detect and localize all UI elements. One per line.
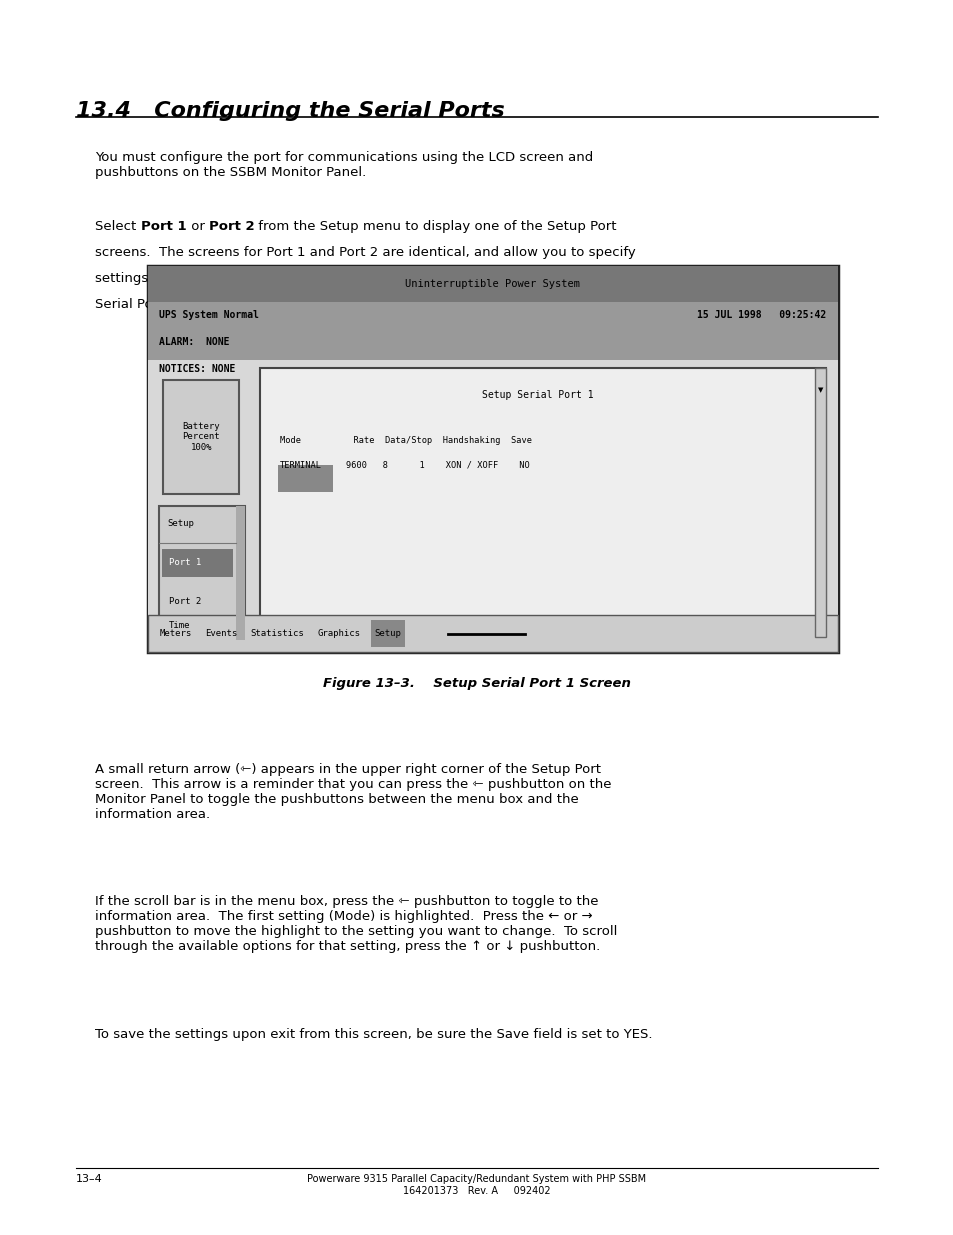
Text: Select: Select <box>95 220 141 233</box>
Text: Setup Serial Port 1: Setup Serial Port 1 <box>481 390 593 400</box>
Text: 13–4: 13–4 <box>76 1174 103 1184</box>
FancyBboxPatch shape <box>162 550 233 577</box>
Text: Figure 13–3.    Setup Serial Port 1 Screen: Figure 13–3. Setup Serial Port 1 Screen <box>323 677 630 690</box>
Text: Serial Port 1 screen.: Serial Port 1 screen. <box>95 298 229 311</box>
FancyBboxPatch shape <box>371 620 404 647</box>
Text: Battery
Percent
100%: Battery Percent 100% <box>182 422 220 452</box>
Text: Powerware 9315 Parallel Capacity/Redundant System with PHP SSBM
164201373   Rev.: Powerware 9315 Parallel Capacity/Redunda… <box>307 1174 646 1195</box>
Text: Statistics: Statistics <box>251 629 304 638</box>
Text: You must configure the port for communications using the LCD screen and
pushbutt: You must configure the port for communic… <box>95 151 593 179</box>
Text: Setup: Setup <box>167 519 193 527</box>
FancyBboxPatch shape <box>148 266 837 303</box>
Text: ▼: ▼ <box>817 387 822 393</box>
Text: 15 JUL 1998   09:25:42: 15 JUL 1998 09:25:42 <box>697 310 825 320</box>
Text: Port 1: Port 1 <box>169 558 201 567</box>
Text: Port 1: Port 1 <box>141 220 187 233</box>
Text: Uninterruptible Power System: Uninterruptible Power System <box>405 279 579 289</box>
Text: NOTICES: NONE: NOTICES: NONE <box>159 364 235 374</box>
Text: To save the settings upon exit from this screen, be sure the Save field is set t: To save the settings upon exit from this… <box>95 1028 652 1041</box>
FancyBboxPatch shape <box>260 368 825 637</box>
FancyBboxPatch shape <box>163 380 239 494</box>
FancyBboxPatch shape <box>235 506 245 640</box>
FancyBboxPatch shape <box>159 506 245 640</box>
Text: Graphics: Graphics <box>317 629 360 638</box>
Text: Meters: Meters <box>159 629 192 638</box>
Text: A small return arrow (⇽) appears in the upper right corner of the Setup Port
scr: A small return arrow (⇽) appears in the … <box>95 763 611 821</box>
FancyBboxPatch shape <box>814 368 825 637</box>
Text: If the scroll bar is in the menu box, press the ⇽ pushbutton to toggle to the
in: If the scroll bar is in the menu box, pr… <box>95 895 618 953</box>
Text: Port 2: Port 2 <box>209 220 254 233</box>
Text: Setup: Setup <box>374 629 400 638</box>
FancyBboxPatch shape <box>148 615 837 652</box>
FancyBboxPatch shape <box>148 361 837 652</box>
Text: from the Setup menu to display one of the Setup Port: from the Setup menu to display one of th… <box>254 220 617 233</box>
Text: ALARM:  NONE: ALARM: NONE <box>159 337 230 347</box>
Text: settings for the two serial communication ports.  Figure 13–3 shows the Setup: settings for the two serial communicatio… <box>95 272 617 285</box>
Text: Port 2: Port 2 <box>169 597 201 605</box>
Text: Time: Time <box>169 621 191 630</box>
Text: or: or <box>187 220 209 233</box>
FancyBboxPatch shape <box>148 266 837 652</box>
Text: screens.  The screens for Port 1 and Port 2 are identical, and allow you to spec: screens. The screens for Port 1 and Port… <box>95 246 636 259</box>
Text: UPS System Normal: UPS System Normal <box>159 310 259 320</box>
Text: 9600   8      1    XON / XOFF    NO: 9600 8 1 XON / XOFF NO <box>346 461 530 469</box>
FancyBboxPatch shape <box>148 303 837 361</box>
Text: Mode          Rate  Data/Stop  Handshaking  Save: Mode Rate Data/Stop Handshaking Save <box>279 436 531 445</box>
FancyBboxPatch shape <box>277 466 333 493</box>
Text: Events: Events <box>205 629 237 638</box>
Text: TERMINAL: TERMINAL <box>279 461 321 469</box>
Text: 13.4   Configuring the Serial Ports: 13.4 Configuring the Serial Ports <box>76 101 504 121</box>
